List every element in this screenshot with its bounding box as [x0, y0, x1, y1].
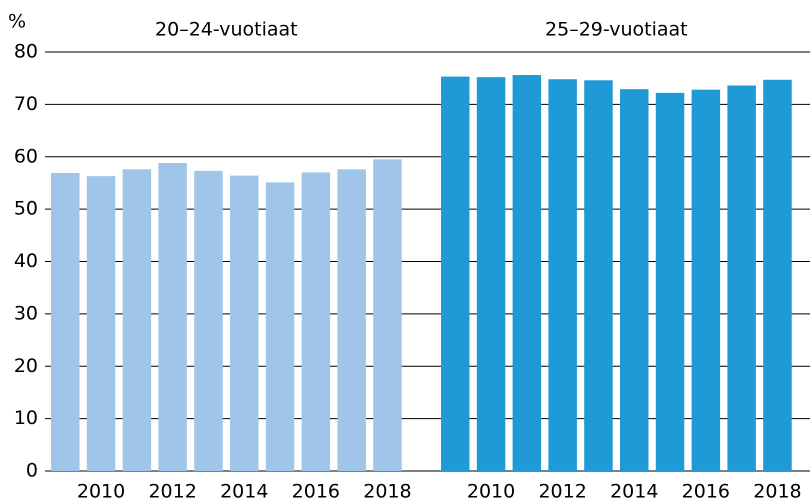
bar	[727, 85, 756, 472]
y-tick-label: 30	[14, 302, 38, 324]
bar	[476, 77, 506, 471]
bar	[194, 170, 223, 472]
group-title: 20–24-vuotiaat	[155, 19, 298, 41]
bar	[230, 175, 259, 472]
bar	[441, 76, 470, 472]
x-tick-label: 2018	[363, 481, 411, 503]
y-tick-label: 0	[26, 460, 38, 482]
x-tick-label: 2016	[682, 481, 730, 503]
y-axis-label: %	[8, 11, 26, 33]
x-tick-label: 2012	[148, 481, 196, 503]
bar	[512, 75, 542, 472]
x-tick-label: 2012	[538, 481, 586, 503]
bar	[265, 182, 295, 471]
y-tick-label: 60	[14, 145, 38, 167]
y-tick-label: 10	[14, 407, 38, 429]
bar	[691, 89, 721, 472]
bar	[301, 172, 331, 471]
bar	[122, 169, 152, 471]
x-tick-label: 2016	[292, 481, 340, 503]
group-title: 25–29-vuotiaat	[545, 19, 688, 41]
bar	[373, 159, 402, 471]
y-tick-label: 50	[14, 198, 38, 220]
bar	[655, 92, 685, 471]
bar	[548, 79, 577, 472]
bar	[620, 89, 649, 471]
x-tick-label: 2014	[610, 481, 658, 503]
x-tick-label: 2014	[220, 481, 268, 503]
bar	[584, 80, 613, 471]
bar	[337, 169, 366, 471]
bar	[51, 172, 80, 471]
y-tick-label: 40	[14, 250, 38, 272]
x-tick-label: 2018	[753, 481, 801, 503]
x-tick-label: 2010	[467, 481, 515, 503]
y-tick-label: 70	[14, 93, 38, 115]
y-tick-label: 20	[14, 355, 38, 377]
bar	[158, 163, 187, 471]
bar	[763, 79, 792, 471]
bar	[86, 176, 116, 471]
y-tick-label: 80	[14, 41, 38, 63]
x-tick-label: 2010	[77, 481, 125, 503]
